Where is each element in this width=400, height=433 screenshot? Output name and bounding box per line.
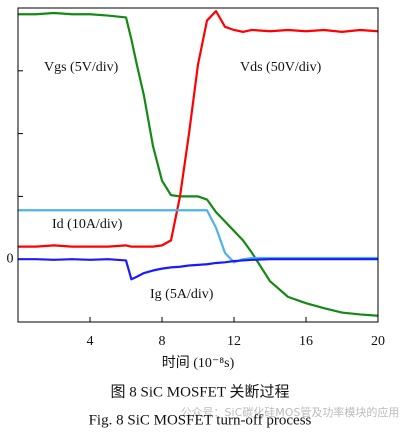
x-axis-label: 时间 (10⁻⁸s) bbox=[162, 355, 235, 371]
y-tick-label: 0 bbox=[7, 251, 14, 266]
series-label: Vgs (5V/div) bbox=[44, 60, 119, 75]
caption-cn: 图 8 SiC MOSFET 关断过程 bbox=[111, 383, 290, 400]
caption-en: Fig. 8 SiC MOSFET turn-off process bbox=[89, 412, 312, 428]
series-label: Ig (5A/div) bbox=[150, 287, 214, 302]
series-line bbox=[18, 11, 379, 317]
x-tick-label: 4 bbox=[87, 334, 94, 349]
x-tick-label: 20 bbox=[371, 334, 385, 349]
x-tick-label: 16 bbox=[299, 334, 313, 349]
plot-frame bbox=[17, 7, 379, 323]
series-line bbox=[18, 10, 379, 248]
series-label: Vds (50V/div) bbox=[240, 60, 322, 75]
series-line bbox=[18, 258, 378, 281]
series-label: Id (10A/div) bbox=[52, 217, 123, 232]
watermark: 公众号：SiC碳化硅MOS管及功率模块的应用 bbox=[181, 405, 400, 419]
x-tick-label: 8 bbox=[159, 334, 166, 349]
x-tick-label: 12 bbox=[227, 334, 241, 349]
series-line bbox=[18, 209, 378, 264]
